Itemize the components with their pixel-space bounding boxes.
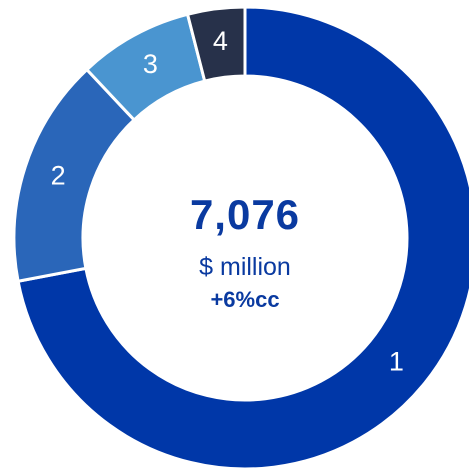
center-unit-label: $ million: [199, 253, 291, 281]
slice-label-3: 3: [143, 49, 158, 79]
center-change-label: +6%cc: [210, 287, 279, 312]
slice-label-group: 1 2 3 4: [51, 26, 404, 376]
slice-label-2: 2: [51, 160, 66, 190]
slice-label-4: 4: [213, 26, 228, 56]
donut-slice-1: [16, 5, 469, 470]
slice-label-1: 1: [389, 346, 404, 376]
center-total-value: 7,076: [190, 191, 300, 238]
slice-group: [12, 5, 469, 470]
donut-slice-4: [185, 5, 247, 83]
